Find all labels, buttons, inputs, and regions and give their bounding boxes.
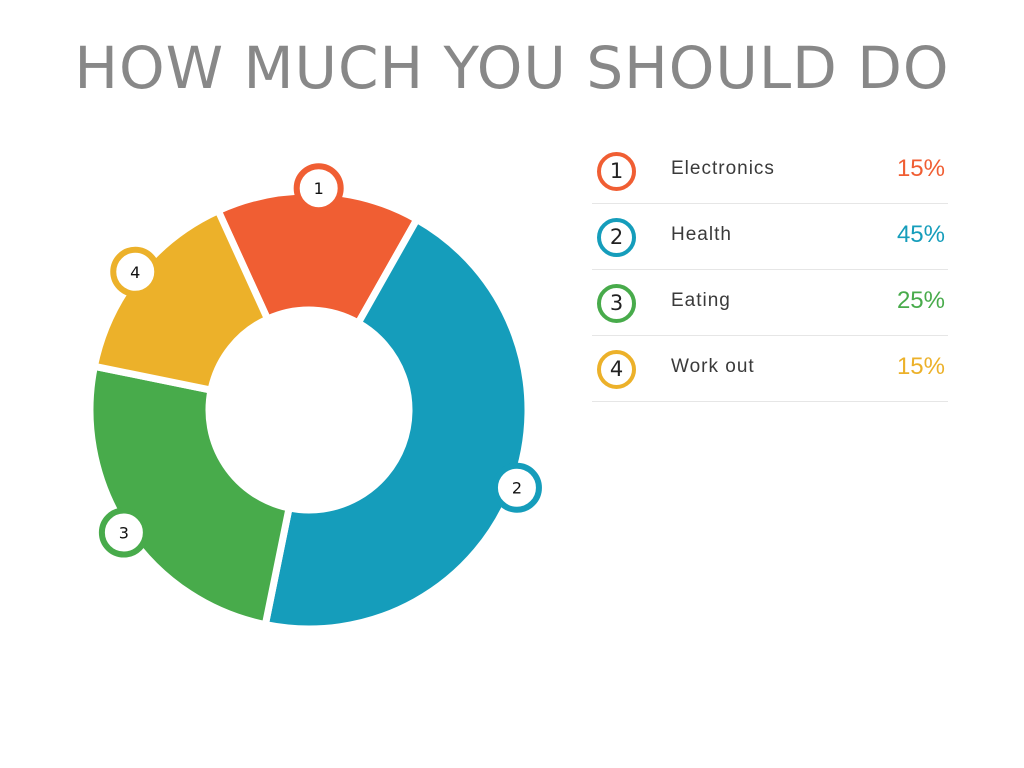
page-title: HOW MUCH YOU SHOULD DO xyxy=(74,34,950,102)
legend-number-badge: 1 xyxy=(597,152,636,191)
slice-number-badge: 1 xyxy=(293,163,344,214)
legend-number-badge: 3 xyxy=(597,284,636,323)
slice-number-badge: 3 xyxy=(98,507,149,558)
slice-number-label: 4 xyxy=(130,263,140,282)
legend-item: 2 Health 45% xyxy=(592,204,948,270)
legend-value: 15% xyxy=(896,155,945,182)
donut-slice-health xyxy=(261,214,532,633)
donut-slice-eating xyxy=(86,362,294,629)
legend-item: 3 Eating 25% xyxy=(592,270,948,336)
slice-number-label: 2 xyxy=(512,479,522,498)
legend-label: Work out xyxy=(671,356,755,377)
legend-label: Electronics xyxy=(671,158,775,179)
slice-number-label: 3 xyxy=(119,524,129,543)
legend-label: Health xyxy=(671,224,732,245)
donut-slice-work-out xyxy=(90,206,273,395)
donut-slice-electronics xyxy=(213,187,422,328)
slice-number-badge: 4 xyxy=(110,246,161,297)
slice-badge-circle xyxy=(110,246,161,297)
legend-number-badge: 4 xyxy=(597,350,636,389)
slice-number-label: 1 xyxy=(314,179,324,198)
legend-item: 4 Work out 15% xyxy=(592,336,948,402)
legend-value: 15% xyxy=(896,353,945,380)
legend-value: 25% xyxy=(896,287,945,314)
legend-number-badge: 2 xyxy=(597,218,636,257)
slice-number-badge: 2 xyxy=(491,462,542,513)
slice-badge-circle xyxy=(293,163,344,214)
legend-label: Eating xyxy=(671,290,731,311)
slice-badge-circle xyxy=(491,462,542,513)
slice-badge-circle xyxy=(98,507,149,558)
legend-item: 1 Electronics 15% xyxy=(592,138,948,204)
legend: 1 Electronics 15% 2 Health 45% 3 Eating … xyxy=(592,138,948,402)
legend-value: 45% xyxy=(896,221,945,248)
